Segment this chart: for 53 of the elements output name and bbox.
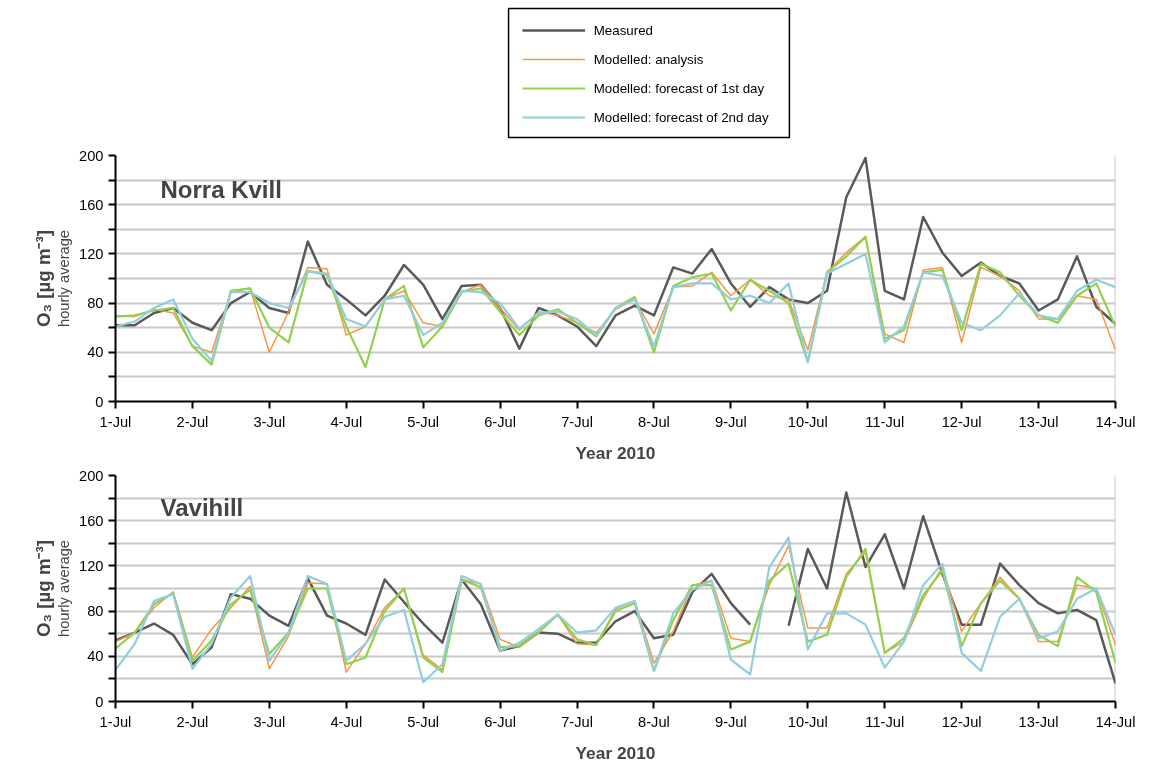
x-tick-label: 13-Jul bbox=[1018, 713, 1059, 730]
x-tick-label: 7-Jul bbox=[561, 713, 593, 730]
y-tick-label: 80 bbox=[87, 603, 104, 620]
x-tick-label: 9-Jul bbox=[715, 413, 747, 430]
x-tick-label: 9-Jul bbox=[715, 713, 747, 730]
x-tick-label: 5-Jul bbox=[407, 713, 440, 730]
y-tick-label: 200 bbox=[79, 147, 104, 164]
y-tick-label: 160 bbox=[79, 512, 104, 529]
y-axis-title: O₃ [µg m⁻³] bbox=[32, 540, 54, 637]
x-tick-label: 14-Jul bbox=[1095, 713, 1136, 730]
x-tick-label: 8-Jul bbox=[638, 713, 670, 730]
text: hourly average bbox=[56, 230, 73, 327]
x-axis-title: Year 2010 bbox=[575, 442, 656, 463]
x-tick-label: 8-Jul bbox=[638, 413, 670, 430]
x-tick-label: 11-Jul bbox=[865, 413, 905, 430]
legend-label: Modelled: forecast of 1st day bbox=[593, 81, 765, 96]
x-tick-label: 13-Jul bbox=[1018, 413, 1059, 430]
x-tick-label: 1-Jul bbox=[99, 413, 132, 430]
x-tick-label: 7-Jul bbox=[561, 413, 593, 430]
legend-label: Modelled: forecast of 2nd day bbox=[593, 110, 769, 125]
x-tick-label: 12-Jul bbox=[941, 713, 982, 730]
y-tick-label: 40 bbox=[87, 648, 104, 665]
y-tick-label: 160 bbox=[79, 196, 104, 213]
x-tick-label: 4-Jul bbox=[330, 713, 363, 730]
y-axis-title: O₃ [µg m⁻³] bbox=[32, 230, 54, 327]
x-tick-label: 4-Jul bbox=[330, 413, 363, 430]
legend-label: Measured bbox=[593, 23, 654, 38]
text: hourly average bbox=[56, 540, 73, 637]
x-tick-label: 2-Jul bbox=[176, 413, 209, 430]
y-tick-label: 40 bbox=[87, 344, 104, 361]
y-tick-label: 0 bbox=[95, 393, 104, 410]
x-tick-label: 11-Jul bbox=[865, 713, 905, 730]
x-tick-label: 3-Jul bbox=[253, 713, 286, 730]
legend-label: Modelled: analysis bbox=[593, 52, 704, 67]
y-tick-label: 80 bbox=[87, 295, 104, 312]
y-tick-label: 120 bbox=[79, 245, 104, 262]
x-tick-label: 10-Jul bbox=[787, 713, 828, 730]
text: Vavihill bbox=[160, 493, 244, 521]
x-tick-label: 6-Jul bbox=[484, 413, 517, 430]
x-tick-label: 1-Jul bbox=[99, 713, 132, 730]
line-series bbox=[115, 252, 1116, 364]
y-tick-label: 200 bbox=[79, 467, 104, 484]
x-tick-label: 14-Jul bbox=[1095, 413, 1136, 430]
x-tick-label: 10-Jul bbox=[787, 413, 828, 430]
y-tick-label: 0 bbox=[95, 693, 104, 710]
x-tick-label: 5-Jul bbox=[407, 413, 440, 430]
x-tick-label: 12-Jul bbox=[941, 413, 982, 430]
text: Norra Kvill bbox=[160, 176, 282, 204]
x-axis-title: Year 2010 bbox=[575, 742, 656, 763]
x-tick-label: 2-Jul bbox=[176, 713, 209, 730]
x-tick-label: 3-Jul bbox=[253, 413, 286, 430]
y-tick-label: 120 bbox=[79, 557, 104, 574]
x-tick-label: 6-Jul bbox=[484, 713, 517, 730]
